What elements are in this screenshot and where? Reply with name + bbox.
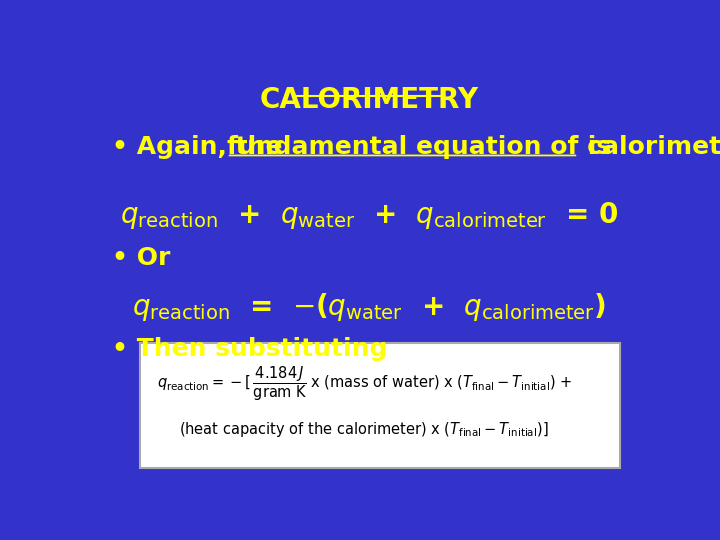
Text: $q_{\rm reaction}$  +  $q_{\rm water}$  +  $q_{\rm calorimeter}$  = 0: $q_{\rm reaction}$ + $q_{\rm water}$ + $… xyxy=(120,200,618,231)
Text: $q_{\rm reaction}$  =  $-$($q_{\rm water}$  +  $q_{\rm calorimeter}$): $q_{\rm reaction}$ = $-$($q_{\rm water}$… xyxy=(132,292,606,323)
Text: is: is xyxy=(580,136,611,159)
Text: • Again, the: • Again, the xyxy=(112,136,292,159)
Text: $q_{\rm reaction} = -[\,\dfrac{4.184\,J}{\rm gram\;K}\;$x (mass of water) x ($T_: $q_{\rm reaction} = -[\,\dfrac{4.184\,J}… xyxy=(157,364,572,403)
Text: • Then substituting: • Then substituting xyxy=(112,337,387,361)
Text: (heat capacity of the calorimeter) x ($T_{\rm final} - T_{\rm initial}$)]: (heat capacity of the calorimeter) x ($T… xyxy=(179,420,549,440)
Text: fundamental equation of calorimetry: fundamental equation of calorimetry xyxy=(227,136,720,159)
FancyBboxPatch shape xyxy=(140,343,620,468)
Text: • Or: • Or xyxy=(112,246,171,269)
Text: CALORIMETRY: CALORIMETRY xyxy=(259,85,479,113)
